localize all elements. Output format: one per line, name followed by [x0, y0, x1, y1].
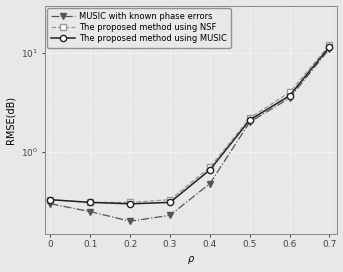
MUSIC with known phase errors: [128, 220, 132, 223]
The proposed method using NSF: [287, 91, 292, 94]
The proposed method using NSF: [208, 166, 212, 169]
The proposed method using MUSIC: [48, 198, 52, 201]
Legend: MUSIC with known phase errors, The proposed method using NSF, The proposed metho: MUSIC with known phase errors, The propo…: [47, 8, 231, 48]
The proposed method using MUSIC: [287, 94, 292, 97]
Line: The proposed method using MUSIC: The proposed method using MUSIC: [47, 44, 333, 207]
The proposed method using MUSIC: [248, 118, 252, 122]
The proposed method using MUSIC: [208, 168, 212, 171]
The proposed method using NSF: [248, 116, 252, 120]
MUSIC with known phase errors: [328, 47, 332, 50]
MUSIC with known phase errors: [248, 120, 252, 124]
X-axis label: $\rho$: $\rho$: [187, 254, 195, 267]
The proposed method using MUSIC: [168, 201, 172, 204]
The proposed method using NSF: [168, 198, 172, 201]
MUSIC with known phase errors: [168, 214, 172, 217]
The proposed method using MUSIC: [128, 202, 132, 205]
The proposed method using MUSIC: [88, 201, 92, 204]
The proposed method using MUSIC: [328, 45, 332, 48]
The proposed method using NSF: [48, 198, 52, 201]
MUSIC with known phase errors: [208, 182, 212, 185]
MUSIC with known phase errors: [48, 202, 52, 205]
Line: The proposed method using NSF: The proposed method using NSF: [47, 42, 333, 206]
The proposed method using NSF: [128, 201, 132, 204]
MUSIC with known phase errors: [88, 210, 92, 213]
The proposed method using NSF: [88, 201, 92, 204]
Line: MUSIC with known phase errors: MUSIC with known phase errors: [47, 46, 333, 224]
Y-axis label: RMSE(dB): RMSE(dB): [5, 95, 15, 144]
MUSIC with known phase errors: [287, 96, 292, 100]
The proposed method using NSF: [328, 43, 332, 47]
